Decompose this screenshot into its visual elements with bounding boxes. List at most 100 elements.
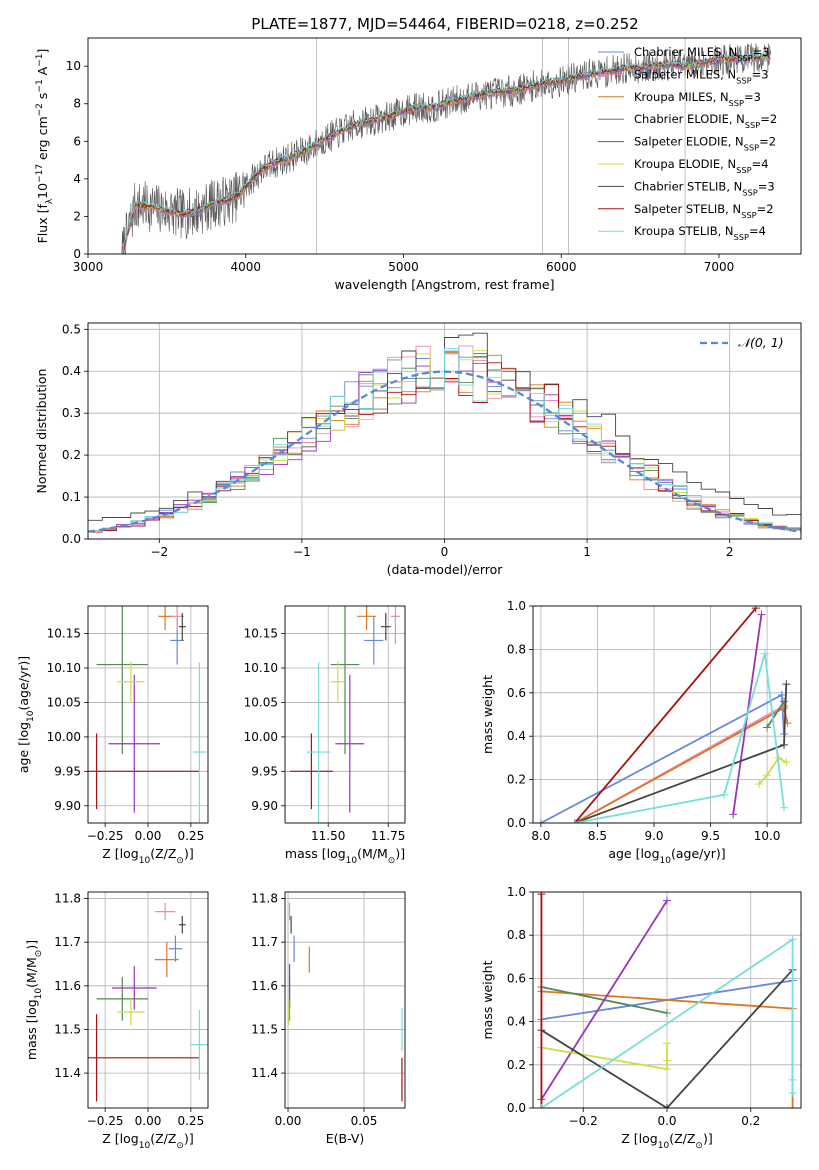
y-axis-label: Flux [fλ10−17 erg cm−2 s−1 A−1] [35,49,55,244]
errorbar-salpeter-elodie [112,966,157,1010]
errorbar-chabrier-stelib [178,916,186,934]
errorbar-salpeter-stelib [88,1014,200,1102]
legend-label-kroupa-elodie-sub: SSP [736,165,751,175]
legend-label-chabrier-stelib: Chabrier STELIB, NSSP=3 [634,179,775,197]
x-axis-label-pre: age [log [608,846,659,861]
x-tick-label: 9.0 [644,829,663,843]
figure-title: PLATE=1877, MJD=54464, FIBERID=0218, z=0… [251,15,638,33]
legend-label-kroupa-miles: Kroupa MILES, NSSP=3 [634,90,761,108]
ticks: 8.0 8.5 9.0 9.5 10.0 0.0 0.2 0.4 0.6 0.8 1.0 [507,599,781,843]
legend-label-kroupa-elodie-pre: Kroupa ELODIE, N [634,157,736,171]
y-axis-label-sub: 10 [34,988,44,1000]
x-axis-label-post: (Z/Z [150,846,176,861]
x-tick-label: 9.5 [701,829,720,843]
y-axis-label-post: (M/M [24,957,39,988]
weight-line-kroupa-stelib-marker [788,935,797,944]
x-axis-label-post: (age/yr)] [671,846,726,861]
weight-line-chabrier-elodie-marker [663,1008,671,1017]
weight-line-chabrier-miles-marker [536,819,545,823]
legend-label-chabrier-miles-sub: SSP [737,53,752,63]
legend-label-chabrier-elodie-post: =2 [760,112,777,126]
x-axis-label: age [log10(age/yr)] [608,846,725,866]
y-axis-label-post: (age/yr)] [16,656,31,711]
errorbar-kroupa-elodie [288,998,290,1026]
y-tick-label: 11.7 [251,935,278,949]
legend-label-kroupa-stelib-sub: SSP [734,232,749,242]
y-tick-label: 10.10 [244,661,278,675]
y-tick-label: 11.6 [54,979,81,993]
weight-line-chabrier-stelib-marker [780,740,789,749]
x-axis-label: mass [log10(M/M⊙)] [285,846,405,866]
axes-frame [284,605,406,824]
mass-vs-extinction-panel: 0.00 0.05 11.4 11.5 11.6 11.7 11.8 E(B-V) [251,891,406,1146]
y-tick-label: 1.0 [507,885,526,899]
y-axis-label-pre: mass [log [24,999,39,1060]
errorbar-kroupa-miles [158,606,172,631]
legend-label-salpeter-miles-pre: Salpeter MILES, N [634,67,736,81]
legend-label-salpeter-miles-sub: SSP [736,75,751,85]
errorbar-salpeter-stelib [401,1057,403,1102]
weight-line-kroupa-stelib [574,653,785,823]
y-tick-label: 10.15 [47,627,81,641]
x-axis-label-sub2: ⊙ [695,1141,703,1151]
weight-line-chabrier-stelib-marker [782,680,791,689]
weight-line-salpeter-stelib-marker [537,892,546,899]
legend-label-salpeter-elodie: Salpeter ELODIE, NSSP=2 [634,135,776,153]
weight-line-chabrier-stelib [540,969,794,1108]
x-axis-label-post2: )] [184,846,194,861]
legend-label-kroupa-elodie-post: =4 [752,157,769,171]
y-axis-label-sub: λ [45,198,55,204]
spectrum-panel: 3000 4000 5000 6000 7000 0 2 4 6 8 10 wavelength [A… [35,37,802,292]
weight-line-salpeter-elodie [540,900,668,1100]
weight-line-kroupa-stelib-marker [760,649,769,658]
y-tick-label: 11.5 [54,1022,81,1036]
y-axis-label-post2: )] [24,940,39,950]
x-tick-label: 11.75 [371,829,405,843]
x-tick-label: 6000 [546,260,577,274]
legend-label-normal: 𝒩(0, 1) [738,335,784,350]
weight-line-chabrier-miles-marker [777,690,786,699]
errorbar-chabrier-elodie [96,606,148,755]
legend-label-kroupa-miles-sub: SSP [729,98,744,108]
weight-line-salpeter-elodie-marker [757,610,766,619]
x-tick-label: 8.5 [588,829,607,843]
weight-line-chabrier-elodie-marker [780,697,789,706]
ticks: −0.25 0.00 0.25 11.4 11.5 11.6 11.7 11.8 [54,892,204,1128]
errorbar-kroupa-elodie [117,661,145,703]
x-axis-label-post: (Z/Z [150,1131,176,1146]
y-axis-label-pre: age [log [16,722,31,773]
plot-area [288,902,403,1102]
axes-frame [87,37,802,255]
legend-label-salpeter-miles-post: =3 [752,67,769,81]
y-tick-label: 10.00 [47,730,81,744]
errorbar-salpeter-elodie [335,674,365,813]
x-tick-label: −0.25 [87,1114,124,1128]
errorbar-chabrier-elodie [96,977,148,1021]
axes-frame [284,891,406,1109]
errorbar-chabrier-miles [168,935,183,962]
y-axis-label: age [log10(age/yr)] [16,656,36,773]
x-axis-label-sub2: ⊙ [176,1141,184,1151]
y-tick-label: 0.3 [62,406,81,420]
errorbar-salpeter-elodie [108,674,160,813]
y-tick-label: 11.4 [54,1066,81,1080]
errorbar-kroupa-elodie [330,661,345,703]
plot-area [88,606,207,823]
y-axis-label-post3: A [35,66,50,79]
errorbar-chabrier-stelib [290,916,292,934]
x-tick-label: 3000 [73,260,104,274]
x-axis-label-sub: 10 [346,856,358,866]
y-axis-label-sup3: −1 [35,79,45,92]
x-tick-label: 7000 [704,260,735,274]
weight-line-salpeter-stelib [574,607,757,823]
y-tick-label: 0.4 [507,729,526,743]
y-tick-label: 11.4 [251,1066,278,1080]
legend-label-salpeter-elodie-post: =2 [759,135,776,149]
x-axis-label-pre: Z [log [102,1131,138,1146]
y-tick-label: 0.2 [507,1058,526,1072]
weight-line-kroupa-elodie-marker [755,779,764,788]
ticks: −0.25 0.00 0.25 9.90 9.95 10.00 10.05 10.10 10.1… [47,627,205,843]
weight-line-kroupa-elodie [758,756,787,785]
legend-label-kroupa-elodie: Kroupa ELODIE, NSSP=4 [634,157,769,175]
legend-label-chabrier-miles-pre: Chabrier MILES, N [634,45,737,59]
